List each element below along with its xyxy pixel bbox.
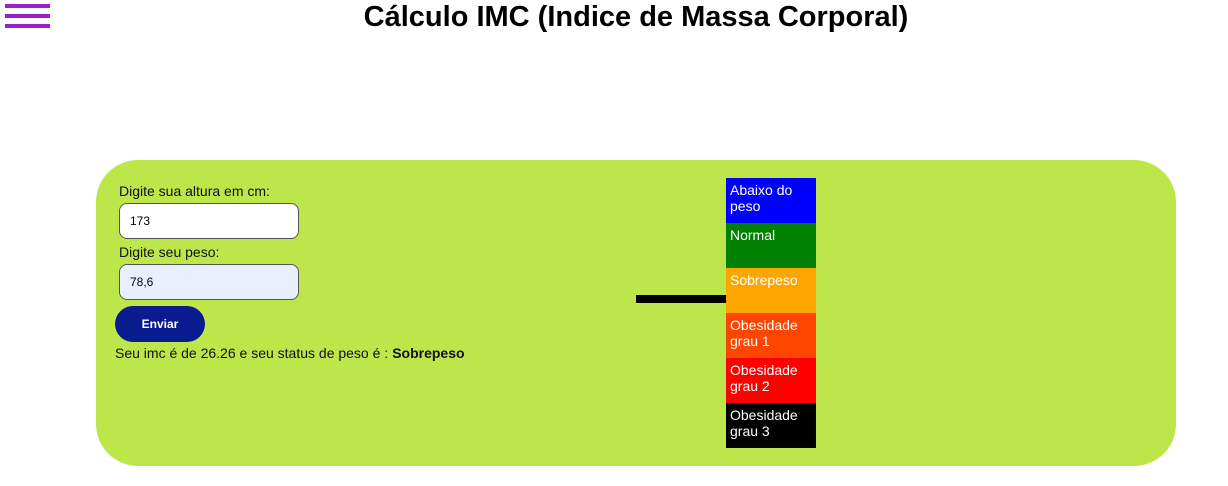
scale-item-obesidade-grau-3: Obesidade grau 3 bbox=[726, 403, 816, 448]
imc-form-panel: Digite sua altura em cm: Digite seu peso… bbox=[96, 160, 1176, 466]
imc-pointer-indicator bbox=[636, 295, 726, 303]
result-status: Sobrepeso bbox=[392, 345, 465, 361]
scale-item-abaixo-do-peso: Abaixo do peso bbox=[726, 178, 816, 223]
result-text: Seu imc é de 26.26 e seu status de peso … bbox=[115, 345, 389, 361]
height-input[interactable] bbox=[119, 203, 299, 239]
menu-icon-bar bbox=[5, 14, 50, 18]
scale-item-obesidade-grau-1: Obesidade grau 1 bbox=[726, 313, 816, 358]
scale-item-normal: Normal bbox=[726, 223, 816, 268]
scale-item-sobrepeso: Sobrepeso bbox=[726, 268, 816, 313]
submit-button[interactable]: Enviar bbox=[115, 306, 205, 342]
result-line: Seu imc é de 26.26 e seu status de peso … bbox=[115, 345, 465, 361]
menu-icon-bar bbox=[5, 24, 50, 28]
weight-input[interactable] bbox=[119, 264, 299, 300]
page-title: Cálculo IMC (Indice de Massa Corporal) bbox=[363, 1, 909, 33]
menu-icon-bar bbox=[5, 4, 50, 8]
weight-label: Digite seu peso: bbox=[119, 244, 220, 260]
height-label: Digite sua altura em cm: bbox=[119, 183, 270, 199]
imc-scale: Abaixo do peso Normal Sobrepeso Obesidad… bbox=[726, 178, 816, 448]
hamburger-menu-icon[interactable] bbox=[5, 4, 50, 28]
scale-item-obesidade-grau-2: Obesidade grau 2 bbox=[726, 358, 816, 403]
